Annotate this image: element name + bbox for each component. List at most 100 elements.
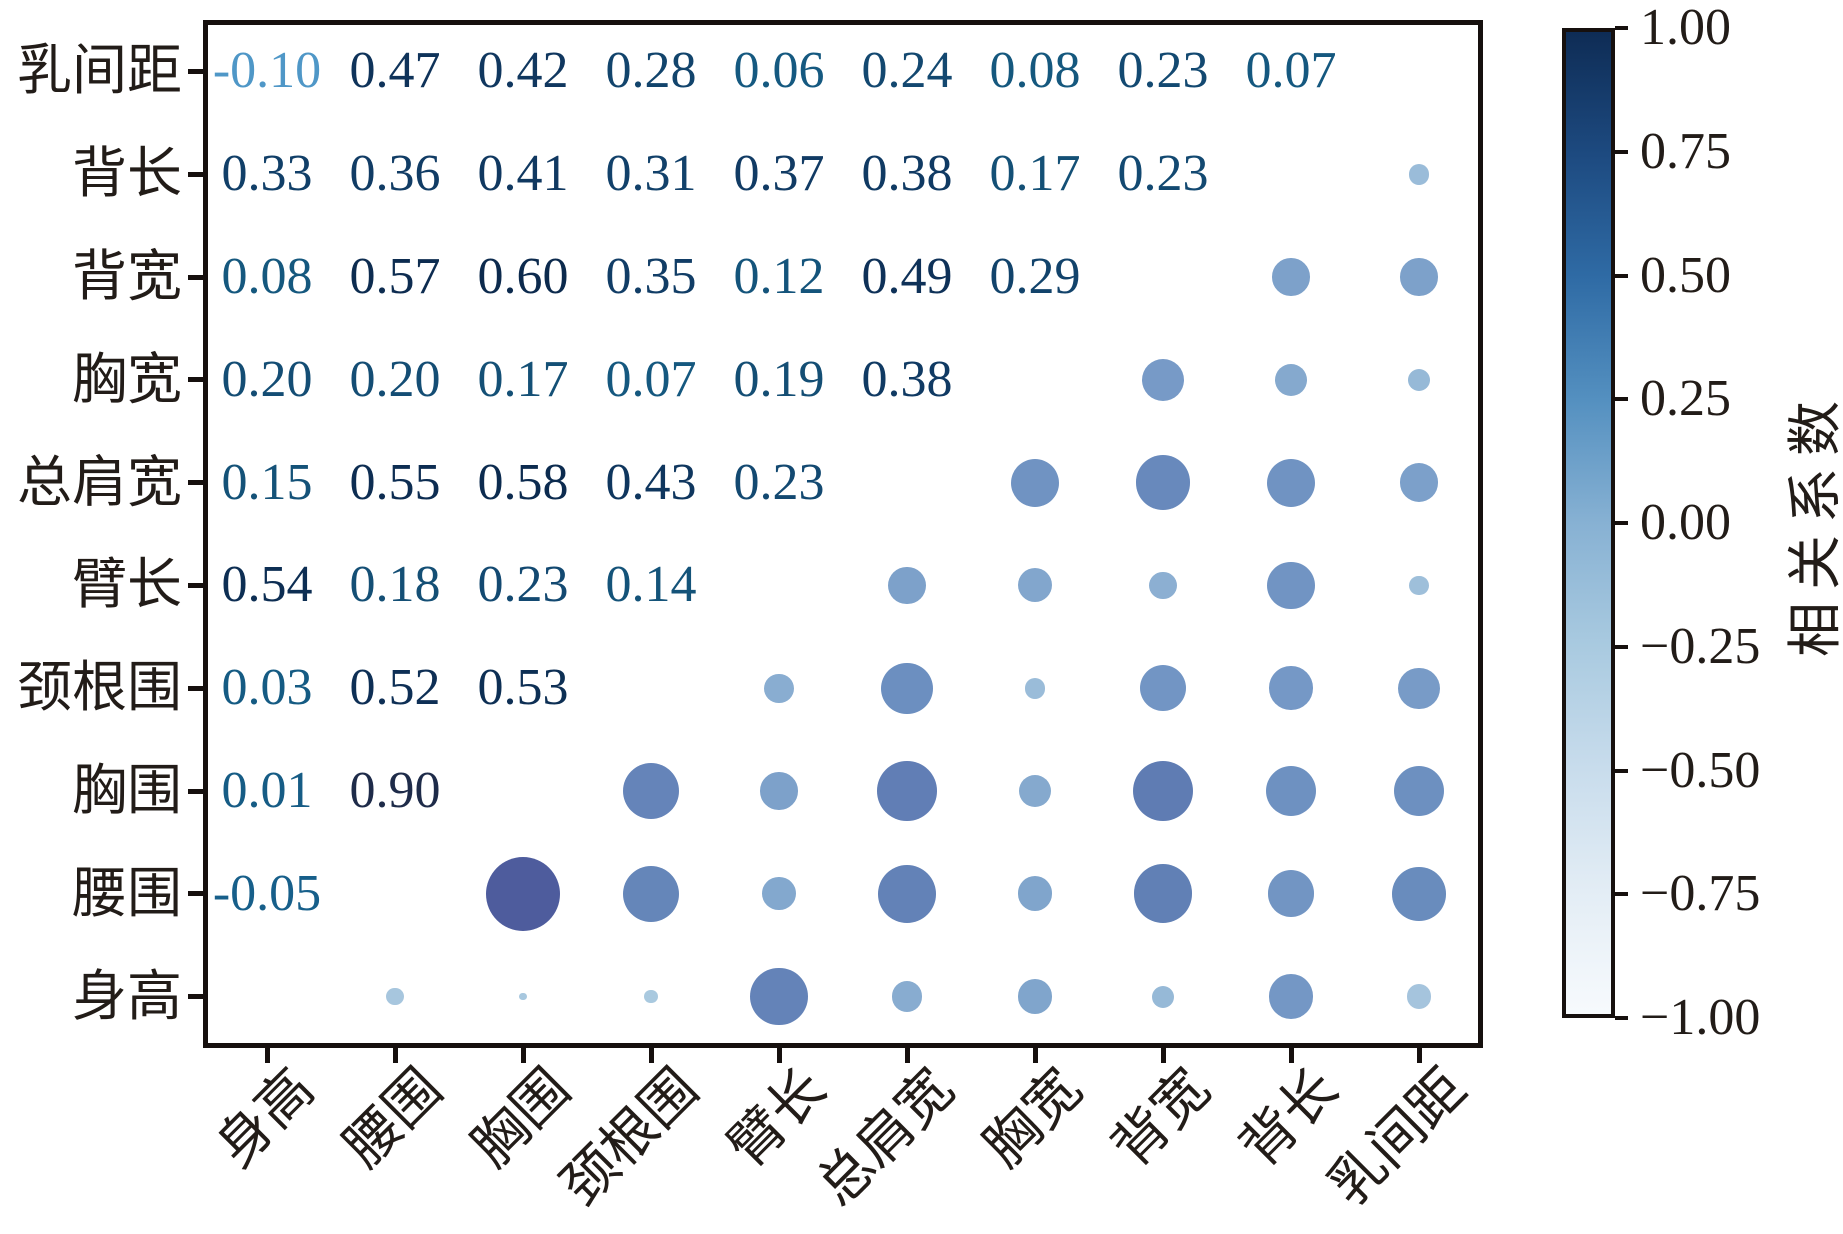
colorbar-tick-mark: [1615, 397, 1628, 402]
correlation-value: 0.17: [989, 145, 1081, 203]
correlation-value: 0.19: [733, 350, 825, 408]
correlation-value: 0.38: [861, 145, 953, 203]
correlation-value: 0.47: [349, 42, 441, 100]
correlation-bubble: [877, 761, 937, 821]
y-tick-mark: [188, 274, 203, 280]
colorbar-tick-label: −1.00: [1640, 989, 1761, 1046]
y-axis-category-label: 颈根围: [16, 657, 182, 719]
correlation-value: 0.23: [1117, 145, 1209, 203]
colorbar-title: 相关系数: [1785, 388, 1843, 658]
correlation-bubble: [622, 762, 680, 820]
correlation-bubble: [644, 989, 658, 1004]
correlation-bubble: [1018, 774, 1052, 808]
correlation-value: 0.07: [605, 350, 697, 408]
correlation-bubble: [622, 865, 680, 922]
correlation-value: 0.90: [349, 762, 441, 819]
correlation-value: 0.29: [989, 248, 1081, 305]
correlation-bubble: [1267, 870, 1315, 918]
y-tick-mark: [188, 171, 203, 177]
colorbar-tick-label: 0.25: [1640, 370, 1731, 428]
correlation-bubble: [888, 566, 926, 605]
correlation-value: 0.03: [221, 659, 313, 717]
y-axis-category-label: 臂长: [71, 554, 182, 616]
correlation-bubble: [750, 967, 808, 1026]
correlation-bubble: [1398, 667, 1440, 709]
x-axis-category-label: 腰围: [332, 1057, 454, 1179]
correlation-value: 0.12: [733, 248, 825, 305]
colorbar: [1562, 28, 1615, 1018]
correlation-bubble: [764, 673, 794, 703]
x-axis-category-label: 身高: [204, 1057, 326, 1179]
correlation-value: 0.54: [221, 556, 313, 614]
correlation-bubble: [1393, 765, 1445, 817]
correlation-bubble: [1267, 561, 1315, 610]
colorbar-tick-mark: [1615, 26, 1628, 30]
y-axis-category-label: 乳间距: [16, 40, 182, 102]
x-tick-mark: [1288, 1048, 1294, 1063]
y-tick-mark: [188, 788, 203, 794]
correlation-value: 0.20: [221, 350, 313, 408]
y-tick-mark: [188, 480, 203, 486]
correlation-value: 0.60: [477, 248, 569, 305]
x-tick-mark: [904, 1048, 910, 1063]
x-tick-mark: [392, 1048, 398, 1063]
correlation-value: -0.10: [212, 42, 322, 100]
x-tick-mark: [264, 1048, 270, 1063]
correlation-value: 0.15: [221, 453, 313, 511]
correlation-value: 0.18: [349, 556, 441, 614]
correlation-value: 0.06: [733, 42, 825, 100]
y-axis-category-label: 背长: [71, 143, 182, 205]
correlation-value: 0.31: [605, 145, 697, 203]
correlation-bubble: [1132, 760, 1194, 822]
y-tick-mark: [188, 685, 203, 691]
colorbar-tick-mark: [1615, 892, 1628, 897]
correlation-bubble: [891, 981, 923, 1012]
colorbar-tick-label: −0.25: [1640, 617, 1761, 675]
correlation-bubble: [878, 864, 936, 923]
plot-area: [203, 20, 1483, 1048]
correlation-value: 0.58: [477, 453, 569, 511]
colorbar-tick-mark: [1615, 273, 1628, 278]
correlation-bubble: [1407, 368, 1431, 391]
correlation-bubble: [519, 992, 527, 1001]
correlation-value: 0.07: [1245, 42, 1337, 100]
correlation-value: 0.14: [605, 556, 697, 614]
y-axis-category-label: 腰围: [71, 862, 182, 924]
correlation-bubble: [881, 662, 933, 714]
correlation-bubble: [1135, 455, 1191, 510]
correlation-value: 0.23: [477, 556, 569, 614]
correlation-value: 0.01: [221, 762, 313, 819]
correlation-bubble: [1018, 568, 1052, 603]
correlation-value: 0.53: [477, 659, 569, 717]
correlation-bubble: [1266, 766, 1316, 816]
correlation-value: 0.28: [605, 42, 697, 100]
correlation-bubble: [1399, 463, 1439, 502]
correlation-bubble: [1268, 974, 1314, 1019]
correlation-bubble: [486, 856, 560, 931]
colorbar-tick-mark: [1615, 521, 1628, 525]
y-axis-category-label: 胸宽: [71, 348, 182, 410]
x-axis-category-label: 乳间距: [1317, 1057, 1478, 1218]
correlation-bubble: [1274, 363, 1308, 396]
correlation-bubble: [1141, 358, 1184, 401]
correlation-value: 0.52: [349, 659, 441, 717]
correlation-value: 0.37: [733, 145, 825, 203]
correlation-value: 0.33: [221, 145, 313, 203]
y-axis-category-label: 总肩宽: [16, 451, 182, 513]
correlation-bubble: [1409, 575, 1429, 595]
correlation-value: 0.41: [477, 145, 569, 203]
correlation-bubble: [1400, 258, 1438, 296]
correlation-bubble: [386, 987, 404, 1006]
x-tick-mark: [1416, 1048, 1422, 1063]
correlation-bubble: [1266, 458, 1316, 507]
y-tick-mark: [188, 994, 203, 1000]
correlation-value: 0.38: [861, 350, 953, 408]
y-axis-category-label: 身高: [71, 965, 182, 1027]
colorbar-tick-label: 0.50: [1640, 246, 1731, 304]
correlation-bubble: [1017, 876, 1053, 912]
correlation-bubble: [760, 772, 798, 810]
correlation-bubble: [1408, 163, 1430, 185]
correlation-value: 0.42: [477, 42, 569, 100]
y-axis-category-label: 胸围: [71, 760, 182, 821]
